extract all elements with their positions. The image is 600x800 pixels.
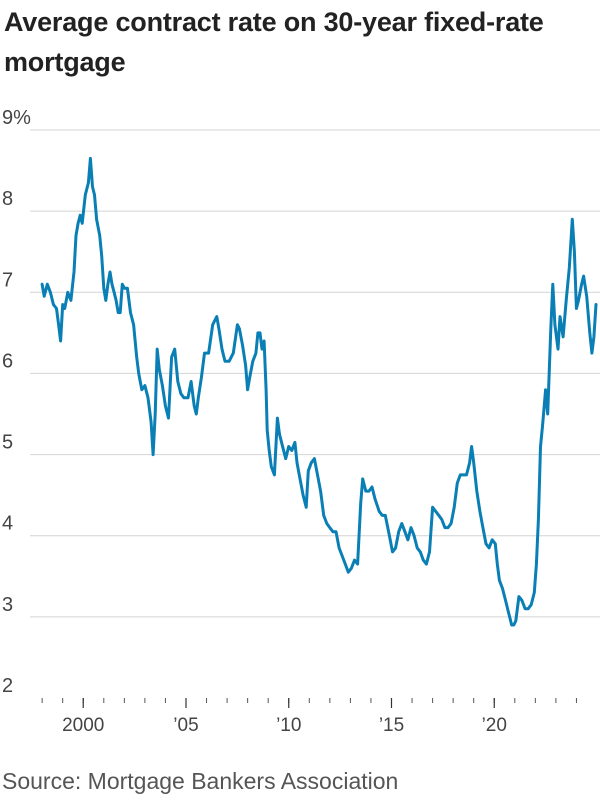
y-axis-tick-labels: 9% 8 7 6 5 4 3 2 — [2, 107, 31, 697]
x-tick-label-2005: ’05 — [173, 715, 198, 736]
series-layer — [40, 156, 598, 627]
y-tick-label-5: 5 — [2, 432, 13, 454]
x-tick-label-2000: 2000 — [62, 715, 104, 736]
y-tick-label-4: 4 — [2, 513, 13, 535]
series-line-0 — [40, 156, 598, 627]
y-tick-label-9: 9% — [2, 107, 31, 129]
x-axis: 2000 ’05 ’10 ’15 ’20 — [41, 698, 577, 736]
x-tick-label-2015: ’15 — [379, 715, 404, 736]
x-tick-label-2010: ’10 — [276, 715, 301, 736]
source-note: Source: Mortgage Bankers Association — [2, 768, 399, 794]
y-tick-label-8: 8 — [2, 188, 13, 210]
x-tick-label-2020: ’20 — [482, 715, 507, 736]
chart-title: Average contract rate on 30-year fixed-r… — [4, 7, 544, 77]
gridlines — [30, 129, 600, 618]
y-tick-label-7: 7 — [2, 269, 13, 291]
y-tick-label-2: 2 — [2, 675, 13, 697]
y-tick-label-3: 3 — [2, 594, 13, 616]
y-tick-label-6: 6 — [2, 350, 13, 372]
